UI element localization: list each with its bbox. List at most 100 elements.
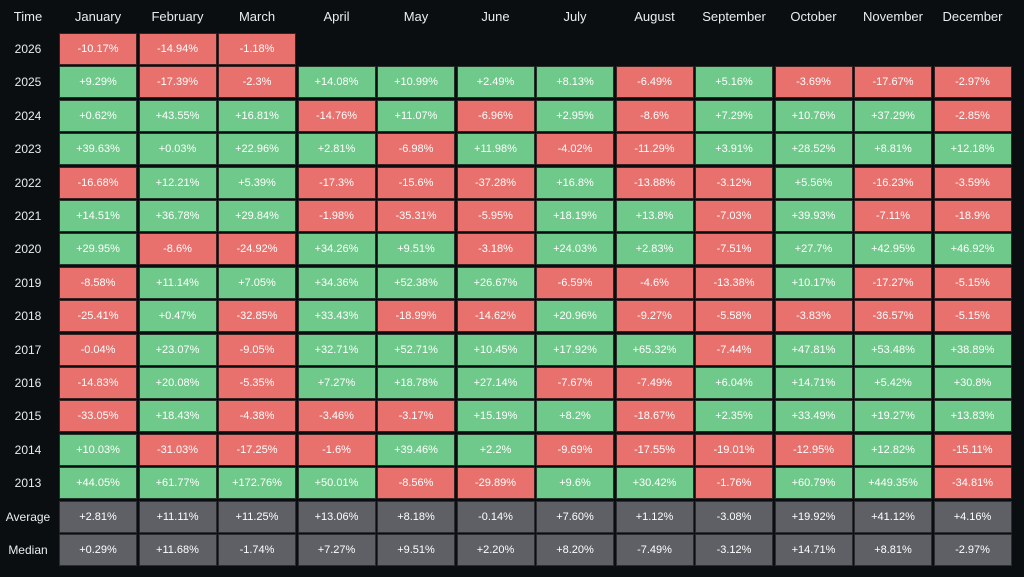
return-cell: -9.05% xyxy=(218,333,296,366)
return-cell: +10.45% xyxy=(456,333,535,366)
column-header: March xyxy=(238,8,276,24)
return-cell: -3.12% xyxy=(695,166,773,199)
return-cell: -9.27% xyxy=(615,300,694,333)
return-cell: +42.95% xyxy=(854,233,932,266)
return-cell: -8.58% xyxy=(59,266,137,299)
return-cell: +10.99% xyxy=(377,66,455,99)
summary-cell: +14.71% xyxy=(774,534,853,566)
return-cell: -1.6% xyxy=(297,433,376,466)
return-cell: +0.03% xyxy=(138,133,217,166)
return-cell: +28.52% xyxy=(774,133,853,166)
return-cell: +2.35% xyxy=(695,400,773,433)
return-cell: +0.47% xyxy=(138,300,217,333)
return-cell: +449.35% xyxy=(854,467,932,500)
return-cell: -8.6% xyxy=(138,233,217,266)
return-cell: -5.35% xyxy=(218,367,296,399)
return-cell: +9.6% xyxy=(536,467,614,500)
return-cell: -29.89% xyxy=(456,467,535,500)
return-cell: -17.39% xyxy=(138,66,217,99)
return-cell: -9.69% xyxy=(536,433,614,466)
return-cell: -13.38% xyxy=(695,266,773,299)
return-cell: +12.21% xyxy=(138,166,217,199)
return-cell: +8.2% xyxy=(536,400,614,433)
row-label: Median xyxy=(8,543,48,557)
return-cell: +10.17% xyxy=(774,266,853,299)
row-label: 2023 xyxy=(14,142,42,157)
return-cell: +18.19% xyxy=(536,200,614,232)
column-header: September xyxy=(702,8,766,24)
row-label: 2017 xyxy=(14,342,42,357)
return-cell: +172.76% xyxy=(218,467,296,500)
return-cell: +2.49% xyxy=(456,66,535,99)
return-cell: +2.95% xyxy=(536,99,614,132)
return-cell: -3.18% xyxy=(456,233,535,266)
return-cell: +34.26% xyxy=(297,233,376,266)
return-cell: -17.67% xyxy=(854,66,932,99)
summary-cell: +41.12% xyxy=(854,500,932,533)
summary-cell: -0.14% xyxy=(456,500,535,533)
summary-cell: -3.12% xyxy=(695,534,773,566)
return-cell: -3.17% xyxy=(377,400,455,433)
return-cell: +20.96% xyxy=(536,300,614,333)
return-cell: +34.36% xyxy=(297,266,376,299)
return-cell: +53.48% xyxy=(854,333,932,366)
return-cell: +18.43% xyxy=(138,400,217,433)
return-cell: -19.01% xyxy=(695,433,773,466)
summary-cell: +8.20% xyxy=(536,534,614,566)
return-cell: +10.76% xyxy=(774,99,853,132)
return-cell: -14.62% xyxy=(456,300,535,333)
column-header: July xyxy=(563,8,587,24)
return-cell: +7.27% xyxy=(297,367,376,399)
return-cell: -3.46% xyxy=(297,400,376,433)
return-cell: -15.6% xyxy=(377,166,455,199)
return-cell: +37.29% xyxy=(854,99,932,132)
summary-cell: +11.25% xyxy=(218,500,296,533)
return-cell: +24.03% xyxy=(536,233,614,266)
summary-cell: +13.06% xyxy=(297,500,376,533)
return-cell: +14.51% xyxy=(59,200,137,232)
return-cell: -7.11% xyxy=(854,200,932,232)
return-cell: +3.91% xyxy=(695,133,773,166)
return-cell: -25.41% xyxy=(59,300,137,333)
return-cell: -3.69% xyxy=(774,66,853,99)
return-cell: -17.27% xyxy=(854,266,932,299)
summary-cell: +2.81% xyxy=(59,500,137,533)
return-cell: -7.49% xyxy=(615,367,694,399)
return-cell: +43.55% xyxy=(138,99,217,132)
return-cell: -2.97% xyxy=(933,66,1012,99)
return-cell: +16.81% xyxy=(218,99,296,132)
return-cell: +5.56% xyxy=(774,166,853,199)
return-cell: +27.14% xyxy=(456,367,535,399)
return-cell: -33.05% xyxy=(59,400,137,433)
return-cell: -5.15% xyxy=(933,266,1012,299)
summary-cell: +19.92% xyxy=(774,500,853,533)
return-cell: +39.93% xyxy=(774,200,853,232)
return-cell: -14.94% xyxy=(138,33,217,65)
return-cell: +11.07% xyxy=(377,99,455,132)
return-cell: +33.49% xyxy=(774,400,853,433)
return-cell: +8.81% xyxy=(854,133,932,166)
return-cell: +10.03% xyxy=(59,433,137,466)
return-cell: +2.83% xyxy=(615,233,694,266)
return-cell: +60.79% xyxy=(774,467,853,500)
return-cell: +14.08% xyxy=(297,66,376,99)
return-cell: -18.67% xyxy=(615,400,694,433)
return-cell: -14.76% xyxy=(297,99,376,132)
return-cell: +29.84% xyxy=(218,200,296,232)
return-cell: -16.23% xyxy=(854,166,932,199)
return-cell: +11.14% xyxy=(138,266,217,299)
return-cell: +5.39% xyxy=(218,166,296,199)
return-cell: +52.71% xyxy=(377,333,455,366)
return-cell: -17.55% xyxy=(615,433,694,466)
return-cell: +19.27% xyxy=(854,400,932,433)
summary-cell: -3.08% xyxy=(695,500,773,533)
column-header: February xyxy=(151,8,204,24)
return-cell: +13.8% xyxy=(615,200,694,232)
return-cell: -8.6% xyxy=(615,99,694,132)
column-header: August xyxy=(634,8,675,24)
column-header: June xyxy=(481,8,510,24)
summary-cell: -7.49% xyxy=(615,534,694,566)
return-cell: +17.92% xyxy=(536,333,614,366)
return-cell: +6.04% xyxy=(695,367,773,399)
